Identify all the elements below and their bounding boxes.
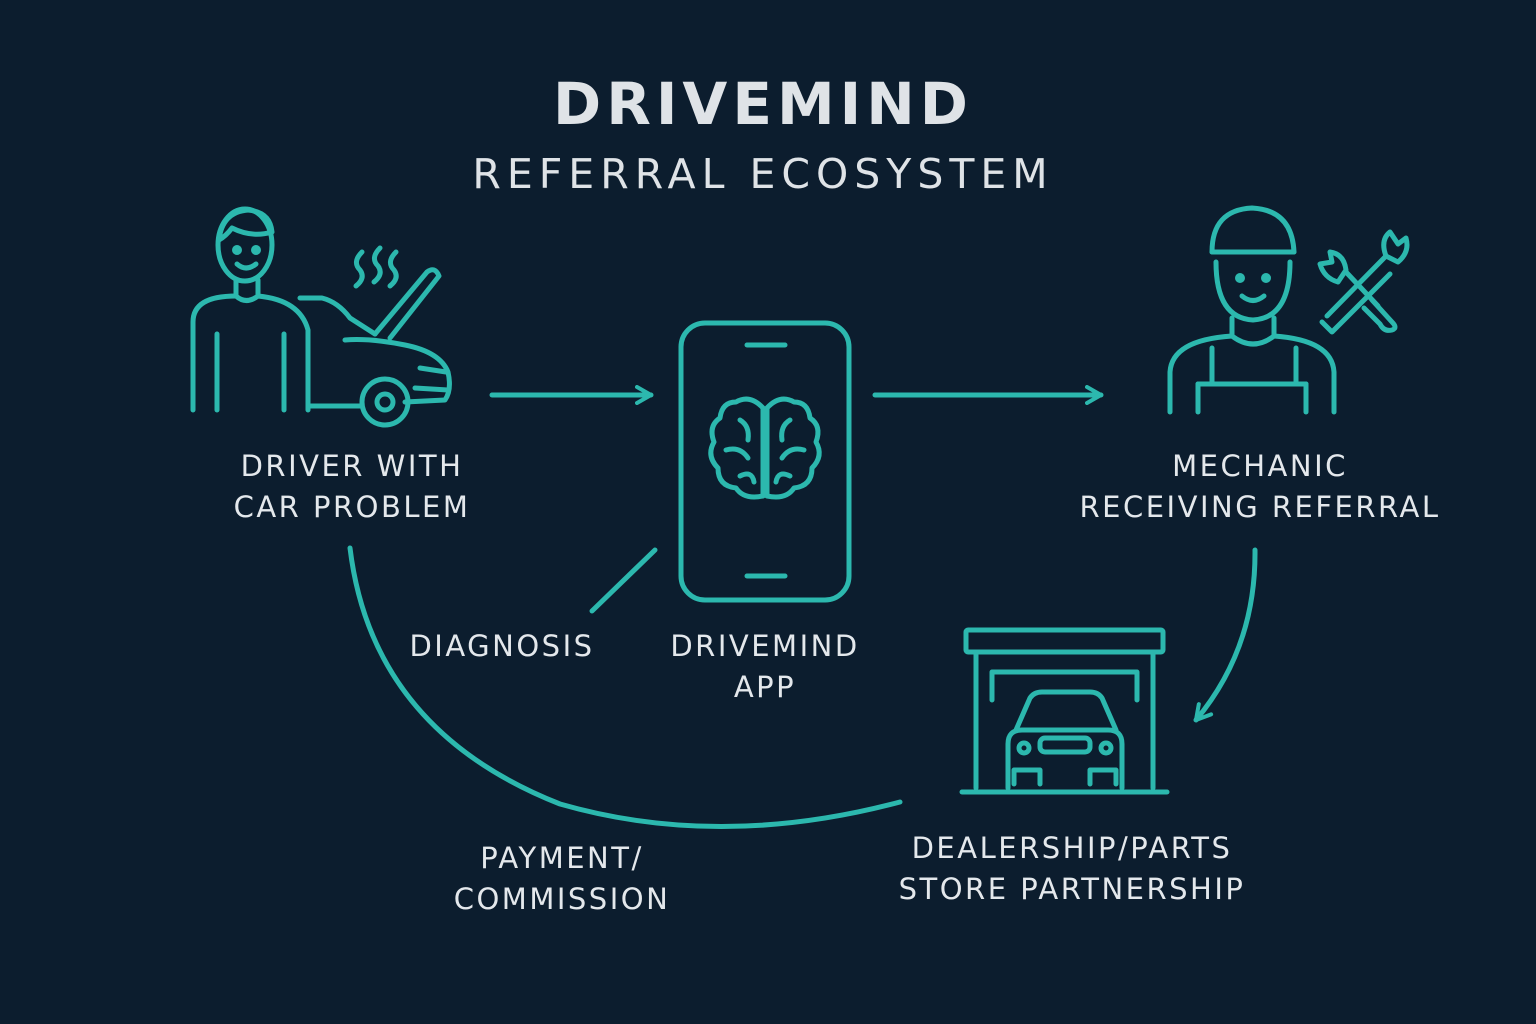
arrow-mechanic-to-dealership (1193, 547, 1258, 723)
node-label-dealership: DEALERSHIP/PARTS STORE PARTNERSHIP (898, 831, 1246, 906)
node-label-app: DRIVEMIND APP (670, 629, 860, 704)
connector-diagnosis (589, 547, 658, 614)
garage-car-icon (959, 627, 1170, 795)
mechanic-with-tools-icon (1167, 205, 1410, 415)
page-subtitle: REFERRAL ECOSYSTEM (472, 150, 1054, 198)
page-title: DRIVEMIND (553, 70, 973, 138)
node-label-driver: DRIVER WITH CAR PROBLEM (233, 449, 471, 524)
node-label-mechanic: MECHANIC RECEIVING REFERRAL (1079, 449, 1441, 524)
smartphone-brain-icon (678, 320, 852, 603)
arc-payment-commission (347, 545, 903, 829)
edge-label-diagnosis: DIAGNOSIS (409, 629, 595, 663)
edge-label-payment: PAYMENT/ COMMISSION (453, 841, 671, 916)
driver-with-car-icon (190, 206, 452, 428)
